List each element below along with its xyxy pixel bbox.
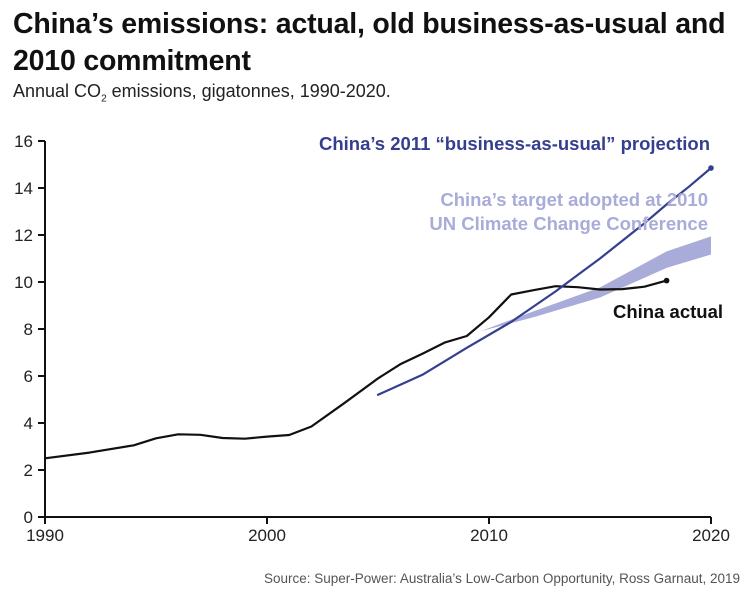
subtitle-subscript: 2 bbox=[101, 93, 107, 105]
china-actual-end-marker bbox=[663, 277, 670, 284]
chart-title: China’s emissions: actual, old business-… bbox=[13, 8, 726, 77]
y-tick-label: 4 bbox=[24, 414, 33, 433]
y-tick-label: 16 bbox=[14, 132, 33, 151]
y-tick-label: 8 bbox=[24, 320, 33, 339]
x-tick-label: 2010 bbox=[470, 526, 508, 545]
bau-projection-end-marker bbox=[708, 165, 714, 171]
china-actual-line bbox=[43, 279, 668, 460]
target-label-line-1: China’s target adopted at 2010 bbox=[440, 189, 708, 210]
y-tick-label: 6 bbox=[24, 367, 33, 386]
target-band bbox=[480, 236, 711, 332]
china-actual-label: China actual bbox=[613, 301, 723, 322]
subtitle-part-2: emissions, gigatonnes, 1990-2020. bbox=[106, 81, 391, 101]
bau-projection-line bbox=[376, 166, 713, 396]
x-tick-label: 2020 bbox=[692, 526, 730, 545]
subtitle-part-1: Annual CO bbox=[13, 81, 102, 101]
y-tick-label: 10 bbox=[14, 273, 33, 292]
y-tick-label: 12 bbox=[14, 226, 33, 245]
bau-projection-label: China’s 2011 “business-as-usual” project… bbox=[319, 133, 710, 154]
y-tick-label: 14 bbox=[14, 179, 33, 198]
x-tick-label: 1990 bbox=[26, 526, 64, 545]
y-tick-label: 0 bbox=[24, 508, 33, 527]
chart-source: Source: Super-Power: Australia’s Low-Car… bbox=[264, 571, 740, 586]
x-tick-label: 2000 bbox=[248, 526, 286, 545]
y-tick-label: 2 bbox=[24, 461, 33, 480]
chart-subtitle: Annual CO2 emissions, gigatonnes, 1990-2… bbox=[13, 81, 391, 105]
target-label-line-2: UN Climate Change Conference bbox=[429, 213, 708, 234]
